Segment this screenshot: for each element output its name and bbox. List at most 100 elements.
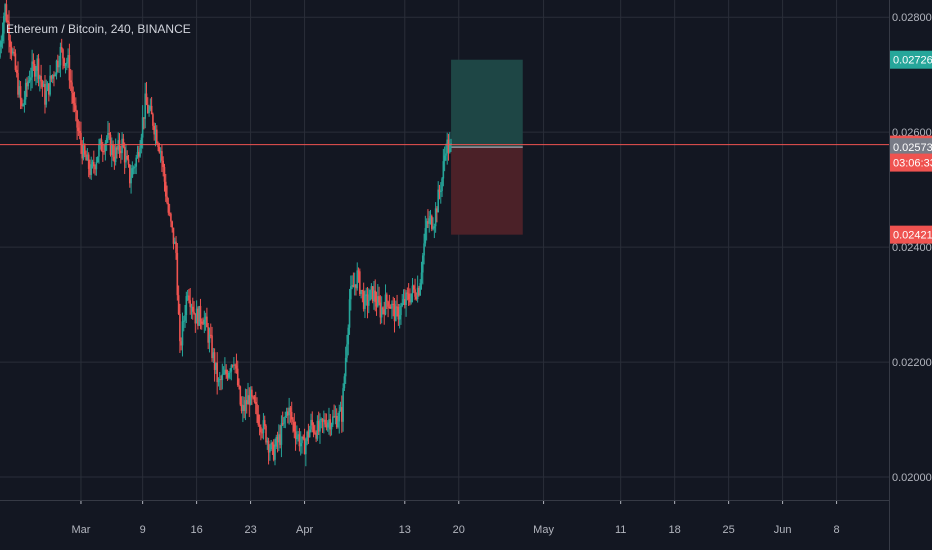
candle-body (155, 129, 158, 144)
candle-body (157, 143, 159, 148)
candle-body (375, 301, 378, 307)
candle-body (94, 166, 96, 170)
candle-body (87, 154, 90, 169)
candle-body (414, 289, 416, 297)
candle-body (125, 155, 127, 163)
candle-body (234, 364, 236, 366)
candle-body (177, 295, 180, 314)
candle-body (200, 321, 203, 324)
candle-body (447, 139, 450, 153)
candle-body (410, 293, 413, 303)
candle-body (127, 159, 130, 165)
candle-body (173, 241, 176, 244)
candle-body (144, 93, 147, 119)
candle-body (8, 22, 10, 41)
candle-body (342, 388, 344, 422)
candle-body (172, 227, 175, 244)
candle-body (406, 292, 409, 294)
candle-body (140, 137, 143, 148)
candle-body (343, 376, 346, 389)
candle-body (418, 287, 420, 296)
candle-body (1, 33, 4, 42)
candle-body (136, 151, 139, 158)
candle-body (260, 426, 262, 433)
candle-body (317, 420, 320, 432)
candle-body (137, 151, 140, 157)
candle-body (424, 228, 427, 244)
candle-body (296, 435, 298, 440)
candle-body (167, 202, 170, 213)
candle-body (403, 299, 406, 306)
candle-body (204, 316, 207, 320)
candle-body (257, 414, 260, 425)
candle-body (428, 218, 431, 224)
candle-body (332, 416, 334, 425)
candle-body (51, 74, 54, 79)
candle-body (82, 145, 85, 159)
time-scale[interactable] (0, 500, 889, 550)
candle-body (216, 362, 218, 383)
candle-body (39, 75, 41, 79)
candle-body (215, 362, 217, 370)
candle-body (45, 90, 48, 105)
candle-body (143, 117, 145, 119)
candle-body (71, 82, 73, 93)
x-tick-label: Jun (774, 524, 792, 536)
candle-body (98, 144, 100, 157)
candle-body (443, 155, 446, 162)
x-tick-label: 11 (615, 524, 626, 536)
candle-body (141, 117, 144, 138)
candle-body (91, 161, 94, 165)
candle-body (209, 334, 212, 336)
candle-body (328, 419, 330, 423)
candle-body (33, 63, 36, 77)
candle-body (170, 213, 172, 222)
candle-body (319, 419, 321, 432)
candle-body (293, 422, 296, 432)
candle-body (89, 168, 91, 175)
candle-body (105, 138, 108, 143)
candle-body (6, 20, 9, 23)
candle-body (350, 286, 352, 300)
candle-body (339, 407, 342, 411)
candle-body (289, 407, 292, 412)
candle-body (407, 293, 410, 300)
price-label-box (890, 225, 932, 244)
candle-body (394, 306, 397, 322)
candle-body (199, 306, 202, 322)
candle-body (263, 420, 266, 426)
candle-body (329, 419, 332, 430)
candle-body (334, 415, 337, 417)
loss-zone[interactable] (451, 147, 523, 235)
candle-body (46, 83, 49, 91)
candle-body (374, 290, 377, 302)
candle-body (3, 16, 5, 34)
candle-body (389, 306, 392, 309)
candle-body (132, 167, 135, 169)
candle-body (64, 63, 67, 66)
candle-body (233, 364, 235, 366)
candle-body (114, 147, 117, 163)
candle-body (364, 294, 366, 309)
candle-body (352, 285, 355, 288)
candle-body (412, 285, 415, 290)
price-scale[interactable] (889, 0, 932, 500)
candle-body (203, 319, 206, 325)
candle-body (123, 147, 126, 163)
candle-body (103, 151, 105, 153)
candle-body (287, 411, 289, 416)
candle-body (314, 432, 316, 434)
candle-body (269, 449, 271, 453)
profit-zone[interactable] (451, 59, 523, 148)
candle-body (370, 286, 373, 290)
candle-body (171, 221, 173, 228)
x-tick-label: 20 (453, 524, 465, 536)
candle-body (261, 432, 263, 434)
candle-body (96, 156, 99, 163)
candle-body (445, 153, 447, 156)
candle-body (68, 55, 71, 81)
candle-body (303, 438, 306, 455)
candle-body (308, 429, 311, 438)
candle-body (391, 303, 393, 309)
